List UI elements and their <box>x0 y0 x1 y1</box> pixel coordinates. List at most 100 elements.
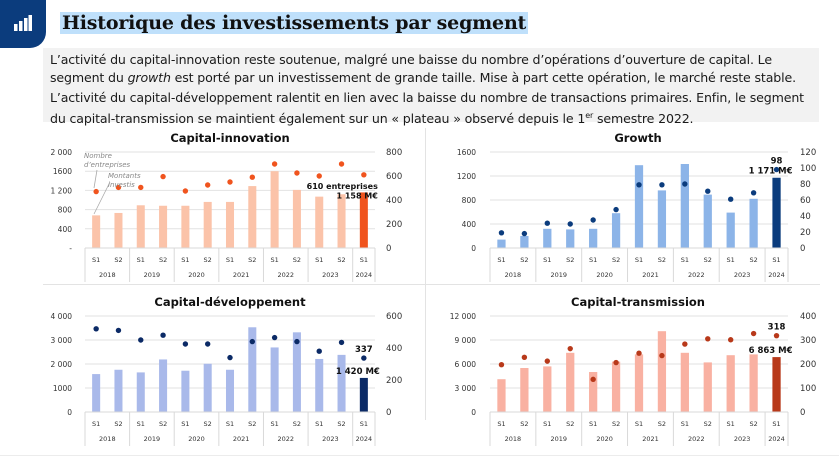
dot <box>249 338 256 345</box>
x-tick-label: S2 <box>248 256 256 264</box>
y-tick-label: 1 200 <box>51 186 73 195</box>
bar <box>772 357 781 412</box>
dot <box>705 188 711 194</box>
y2-tick-label: 0 <box>386 244 391 254</box>
bar <box>520 368 529 412</box>
bar <box>566 229 575 248</box>
chart-capital-transmission: Capital-transmission 0 3 000 6 000 9 000 12 0… <box>450 295 816 446</box>
dot <box>659 182 665 188</box>
y2-tick-label: 600 <box>386 312 402 322</box>
dot <box>544 220 551 226</box>
dot <box>750 330 757 337</box>
dot <box>160 173 166 180</box>
y-tick-label: 800 <box>58 206 73 215</box>
chart-title: Capital-transmission <box>571 295 705 309</box>
dot <box>521 354 528 360</box>
annotation-count-2: d’entreprises <box>84 161 131 169</box>
dot <box>750 190 757 196</box>
bar <box>159 205 168 248</box>
dot <box>544 358 551 364</box>
footer-divider <box>0 455 839 456</box>
y-tick-label: 1200 <box>457 172 476 181</box>
bar <box>589 372 598 412</box>
dot <box>294 170 300 176</box>
chart-title: Capital-développement <box>154 295 306 309</box>
x-tick-label: S2 <box>293 420 301 428</box>
dot <box>613 359 619 366</box>
y2-tick-label: 0 <box>386 408 391 418</box>
dot <box>160 332 166 338</box>
dot <box>182 341 189 347</box>
y-tick-label: 6 000 <box>455 360 477 369</box>
x-tick-label: S2 <box>114 256 122 264</box>
dot <box>498 230 505 236</box>
chart-title: Capital-innovation <box>170 131 289 145</box>
dot <box>727 196 734 202</box>
y2-tick-label: 120 <box>800 148 816 158</box>
dot <box>682 181 688 187</box>
y-tick-label: 9 000 <box>455 336 477 345</box>
dot <box>249 174 256 180</box>
bar <box>726 212 735 248</box>
year-label: 2021 <box>642 435 659 443</box>
x-tick-label: S2 <box>704 420 712 428</box>
x-tick-label: S2 <box>566 256 574 264</box>
dot <box>567 221 573 227</box>
amount-label: 1 158 M€ <box>336 191 378 200</box>
y2-tick-label: 200 <box>386 376 402 386</box>
x-tick-label: S1 <box>772 256 780 264</box>
bar <box>566 352 575 412</box>
dot <box>204 182 211 188</box>
bar <box>497 379 506 412</box>
y-tick-label: 0 <box>471 244 476 253</box>
paragraph-2-text-a: L’activité du capital-développement rale… <box>50 90 804 127</box>
year-label: 2024 <box>768 435 785 443</box>
x-tick-label: S1 <box>497 256 505 264</box>
amount-label: 1 171 M€ <box>749 167 793 177</box>
x-tick-label: S2 <box>248 420 256 428</box>
annotation-arrow-count <box>93 169 98 189</box>
x-tick-label: S1 <box>635 420 643 428</box>
dot <box>521 230 528 237</box>
paragraph-2-sup: er <box>585 111 594 120</box>
x-tick-label: S2 <box>566 420 574 428</box>
year-label: 2022 <box>277 435 294 443</box>
bar <box>92 215 101 248</box>
y2-tick-label: 0 <box>800 244 805 254</box>
year-label: 2019 <box>550 271 567 279</box>
paragraph-1: L’activité du capital-innovation reste s… <box>50 51 820 87</box>
dot <box>361 172 367 178</box>
annotation-count: Nombre <box>84 152 112 160</box>
y-tick-label: 1600 <box>457 148 476 157</box>
bar <box>270 347 279 412</box>
x-tick-label: S2 <box>159 256 167 264</box>
bar <box>315 358 324 412</box>
year-label: 2018 <box>505 271 522 279</box>
dot <box>227 179 233 185</box>
year-label: 2022 <box>688 435 705 443</box>
y2-tick-label: 400 <box>386 196 402 206</box>
dot <box>204 341 211 347</box>
year-label: 2022 <box>688 271 705 279</box>
dot <box>590 217 596 223</box>
dot <box>773 166 780 173</box>
x-tick-label: S2 <box>293 256 301 264</box>
dot <box>567 345 573 352</box>
x-tick-label: S1 <box>181 420 189 428</box>
y-tick-label: 4 000 <box>51 312 73 321</box>
x-tick-label: S1 <box>226 420 234 428</box>
x-tick-label: S2 <box>612 256 620 264</box>
x-tick-label: S2 <box>520 256 528 264</box>
chart-title: Growth <box>614 131 661 145</box>
dot <box>613 206 619 213</box>
vertical-divider <box>425 128 426 420</box>
x-tick-label: S1 <box>497 420 505 428</box>
dot <box>271 161 278 167</box>
bar <box>497 239 506 248</box>
dot <box>294 338 300 345</box>
bar <box>657 190 667 248</box>
y2-tick-label: 400 <box>386 344 402 354</box>
dot <box>271 334 278 341</box>
x-tick-label: S2 <box>520 420 528 428</box>
dot <box>227 354 233 361</box>
